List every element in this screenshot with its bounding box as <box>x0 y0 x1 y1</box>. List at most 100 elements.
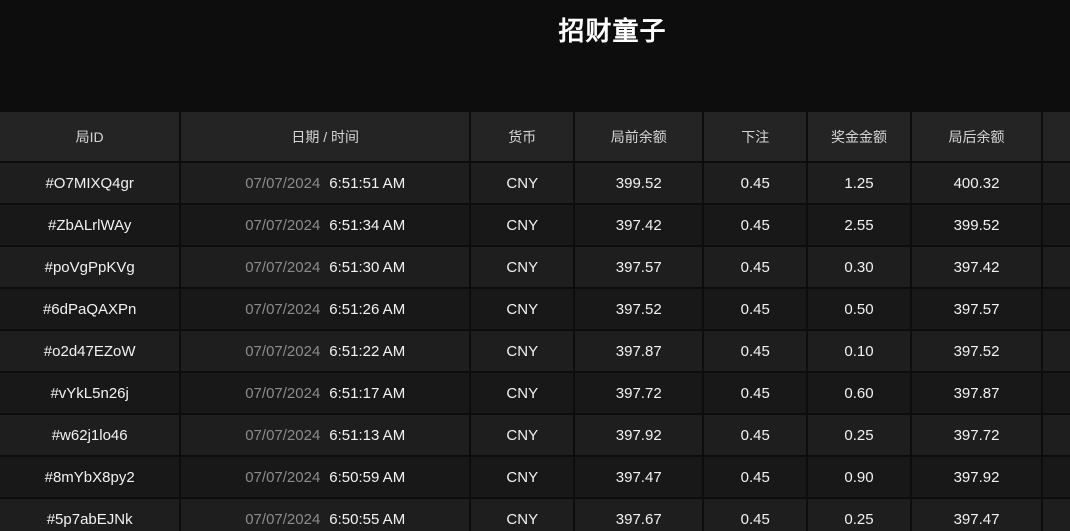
cell-currency: CNY <box>471 415 574 455</box>
cell-datetime: 07/07/2024 6:51:13 AM <box>181 415 470 455</box>
table-header-row: 局ID 日期 / 时间 货币 局前余额 下注 奖金金额 局后余额 <box>0 112 1070 161</box>
cell-extra <box>1043 457 1070 497</box>
cell-balance-before: 397.87 <box>575 331 703 371</box>
page-title: 招财童子 <box>558 16 667 46</box>
cell-prize: 0.30 <box>808 247 910 287</box>
cell-prize: 2.55 <box>808 205 910 245</box>
table-header: 局ID 日期 / 时间 货币 局前余额 下注 奖金金额 局后余额 <box>0 112 1070 161</box>
cell-balance-before: 397.52 <box>575 289 703 329</box>
cell-datetime: 07/07/2024 6:50:59 AM <box>181 457 470 497</box>
table-row: #w62j1lo46 07/07/2024 6:51:13 AM CNY 397.… <box>0 415 1070 455</box>
table-row: #o2d47EZoW 07/07/2024 6:51:22 AM CNY 397.… <box>0 331 1070 371</box>
cell-currency: CNY <box>471 457 574 497</box>
cell-round-id: #O7MIXQ4gr <box>0 163 180 203</box>
table-row: #ZbALrlWAy 07/07/2024 6:51:34 AM CNY 397.… <box>0 205 1070 245</box>
cell-currency: CNY <box>471 247 574 287</box>
cell-extra <box>1043 247 1070 287</box>
cell-balance-before: 397.92 <box>575 415 703 455</box>
cell-balance-after: 397.87 <box>911 373 1042 413</box>
cell-date: 07/07/2024 <box>245 510 321 528</box>
cell-extra <box>1043 415 1070 455</box>
cell-prize: 0.60 <box>808 373 910 413</box>
table-row: #6dPaQAXPn 07/07/2024 6:51:26 AM CNY 397.… <box>0 289 1070 329</box>
cell-balance-after: 399.52 <box>911 205 1042 245</box>
title-bar: 招财童子 <box>0 0 1070 112</box>
cell-currency: CNY <box>471 331 574 371</box>
cell-bet: 0.45 <box>704 373 807 413</box>
cell-datetime: 07/07/2024 6:51:30 AM <box>181 247 470 287</box>
table-row: #vYkL5n26j 07/07/2024 6:51:17 AM CNY 397.… <box>0 373 1070 413</box>
cell-balance-after: 397.57 <box>911 289 1042 329</box>
column-header-balance-before: 局前余额 <box>575 112 703 161</box>
cell-balance-after: 397.92 <box>911 457 1042 497</box>
cell-balance-after: 397.42 <box>911 247 1042 287</box>
cell-bet: 0.45 <box>704 415 807 455</box>
cell-datetime: 07/07/2024 6:51:51 AM <box>181 163 470 203</box>
column-header-datetime: 日期 / 时间 <box>181 112 470 161</box>
cell-date: 07/07/2024 <box>245 342 321 360</box>
cell-prize: 1.25 <box>808 163 910 203</box>
column-header-extra <box>1043 112 1070 161</box>
cell-extra <box>1043 331 1070 371</box>
cell-round-id: #8mYbX8py2 <box>0 457 180 497</box>
cell-bet: 0.45 <box>704 205 807 245</box>
cell-date: 07/07/2024 <box>245 426 321 444</box>
cell-extra <box>1043 289 1070 329</box>
column-header-round-id: 局ID <box>0 112 180 161</box>
cell-bet: 0.45 <box>704 163 807 203</box>
game-history-table: 局ID 日期 / 时间 货币 局前余额 下注 奖金金额 局后余额 #O7MIXQ… <box>0 110 1070 531</box>
cell-datetime: 07/07/2024 6:51:17 AM <box>181 373 470 413</box>
cell-time: 6:50:59 AM <box>329 468 406 486</box>
cell-datetime: 07/07/2024 6:51:22 AM <box>181 331 470 371</box>
cell-bet: 0.45 <box>704 247 807 287</box>
cell-datetime: 07/07/2024 6:51:26 AM <box>181 289 470 329</box>
cell-time: 6:51:13 AM <box>329 426 406 444</box>
column-header-bet: 下注 <box>704 112 807 161</box>
cell-time: 6:51:30 AM <box>329 258 406 276</box>
cell-date: 07/07/2024 <box>245 258 321 276</box>
cell-round-id: #5p7abEJNk <box>0 499 180 531</box>
cell-datetime: 07/07/2024 6:50:55 AM <box>181 499 470 531</box>
cell-round-id: #poVgPpKVg <box>0 247 180 287</box>
cell-round-id: #w62j1lo46 <box>0 415 180 455</box>
cell-bet: 0.45 <box>704 289 807 329</box>
column-header-currency: 货币 <box>471 112 574 161</box>
cell-prize: 0.50 <box>808 289 910 329</box>
cell-prize: 0.10 <box>808 331 910 371</box>
table-row: #5p7abEJNk 07/07/2024 6:50:55 AM CNY 397.… <box>0 499 1070 531</box>
cell-extra <box>1043 163 1070 203</box>
cell-balance-before: 397.57 <box>575 247 703 287</box>
cell-datetime: 07/07/2024 6:51:34 AM <box>181 205 470 245</box>
cell-round-id: #6dPaQAXPn <box>0 289 180 329</box>
cell-date: 07/07/2024 <box>245 174 321 192</box>
cell-date: 07/07/2024 <box>245 384 321 402</box>
cell-extra <box>1043 499 1070 531</box>
cell-date: 07/07/2024 <box>245 468 321 486</box>
table-row: #poVgPpKVg 07/07/2024 6:51:30 AM CNY 397.… <box>0 247 1070 287</box>
cell-round-id: #ZbALrlWAy <box>0 205 180 245</box>
cell-date: 07/07/2024 <box>245 216 321 234</box>
cell-currency: CNY <box>471 373 574 413</box>
cell-balance-before: 397.42 <box>575 205 703 245</box>
table-row: #8mYbX8py2 07/07/2024 6:50:59 AM CNY 397.… <box>0 457 1070 497</box>
cell-time: 6:50:55 AM <box>329 510 406 528</box>
history-table-body: #O7MIXQ4gr 07/07/2024 6:51:51 AM CNY 399.… <box>0 163 1070 531</box>
cell-balance-before: 399.52 <box>575 163 703 203</box>
cell-extra <box>1043 373 1070 413</box>
cell-bet: 0.45 <box>704 499 807 531</box>
cell-time: 6:51:17 AM <box>329 384 406 402</box>
cell-balance-after: 397.47 <box>911 499 1042 531</box>
column-header-prize: 奖金金额 <box>808 112 910 161</box>
cell-bet: 0.45 <box>704 331 807 371</box>
table-row: #O7MIXQ4gr 07/07/2024 6:51:51 AM CNY 399.… <box>0 163 1070 203</box>
cell-balance-before: 397.67 <box>575 499 703 531</box>
cell-currency: CNY <box>471 205 574 245</box>
cell-round-id: #o2d47EZoW <box>0 331 180 371</box>
cell-balance-before: 397.72 <box>575 373 703 413</box>
cell-time: 6:51:34 AM <box>329 216 406 234</box>
cell-currency: CNY <box>471 163 574 203</box>
cell-extra <box>1043 205 1070 245</box>
cell-currency: CNY <box>471 499 574 531</box>
cell-round-id: #vYkL5n26j <box>0 373 180 413</box>
